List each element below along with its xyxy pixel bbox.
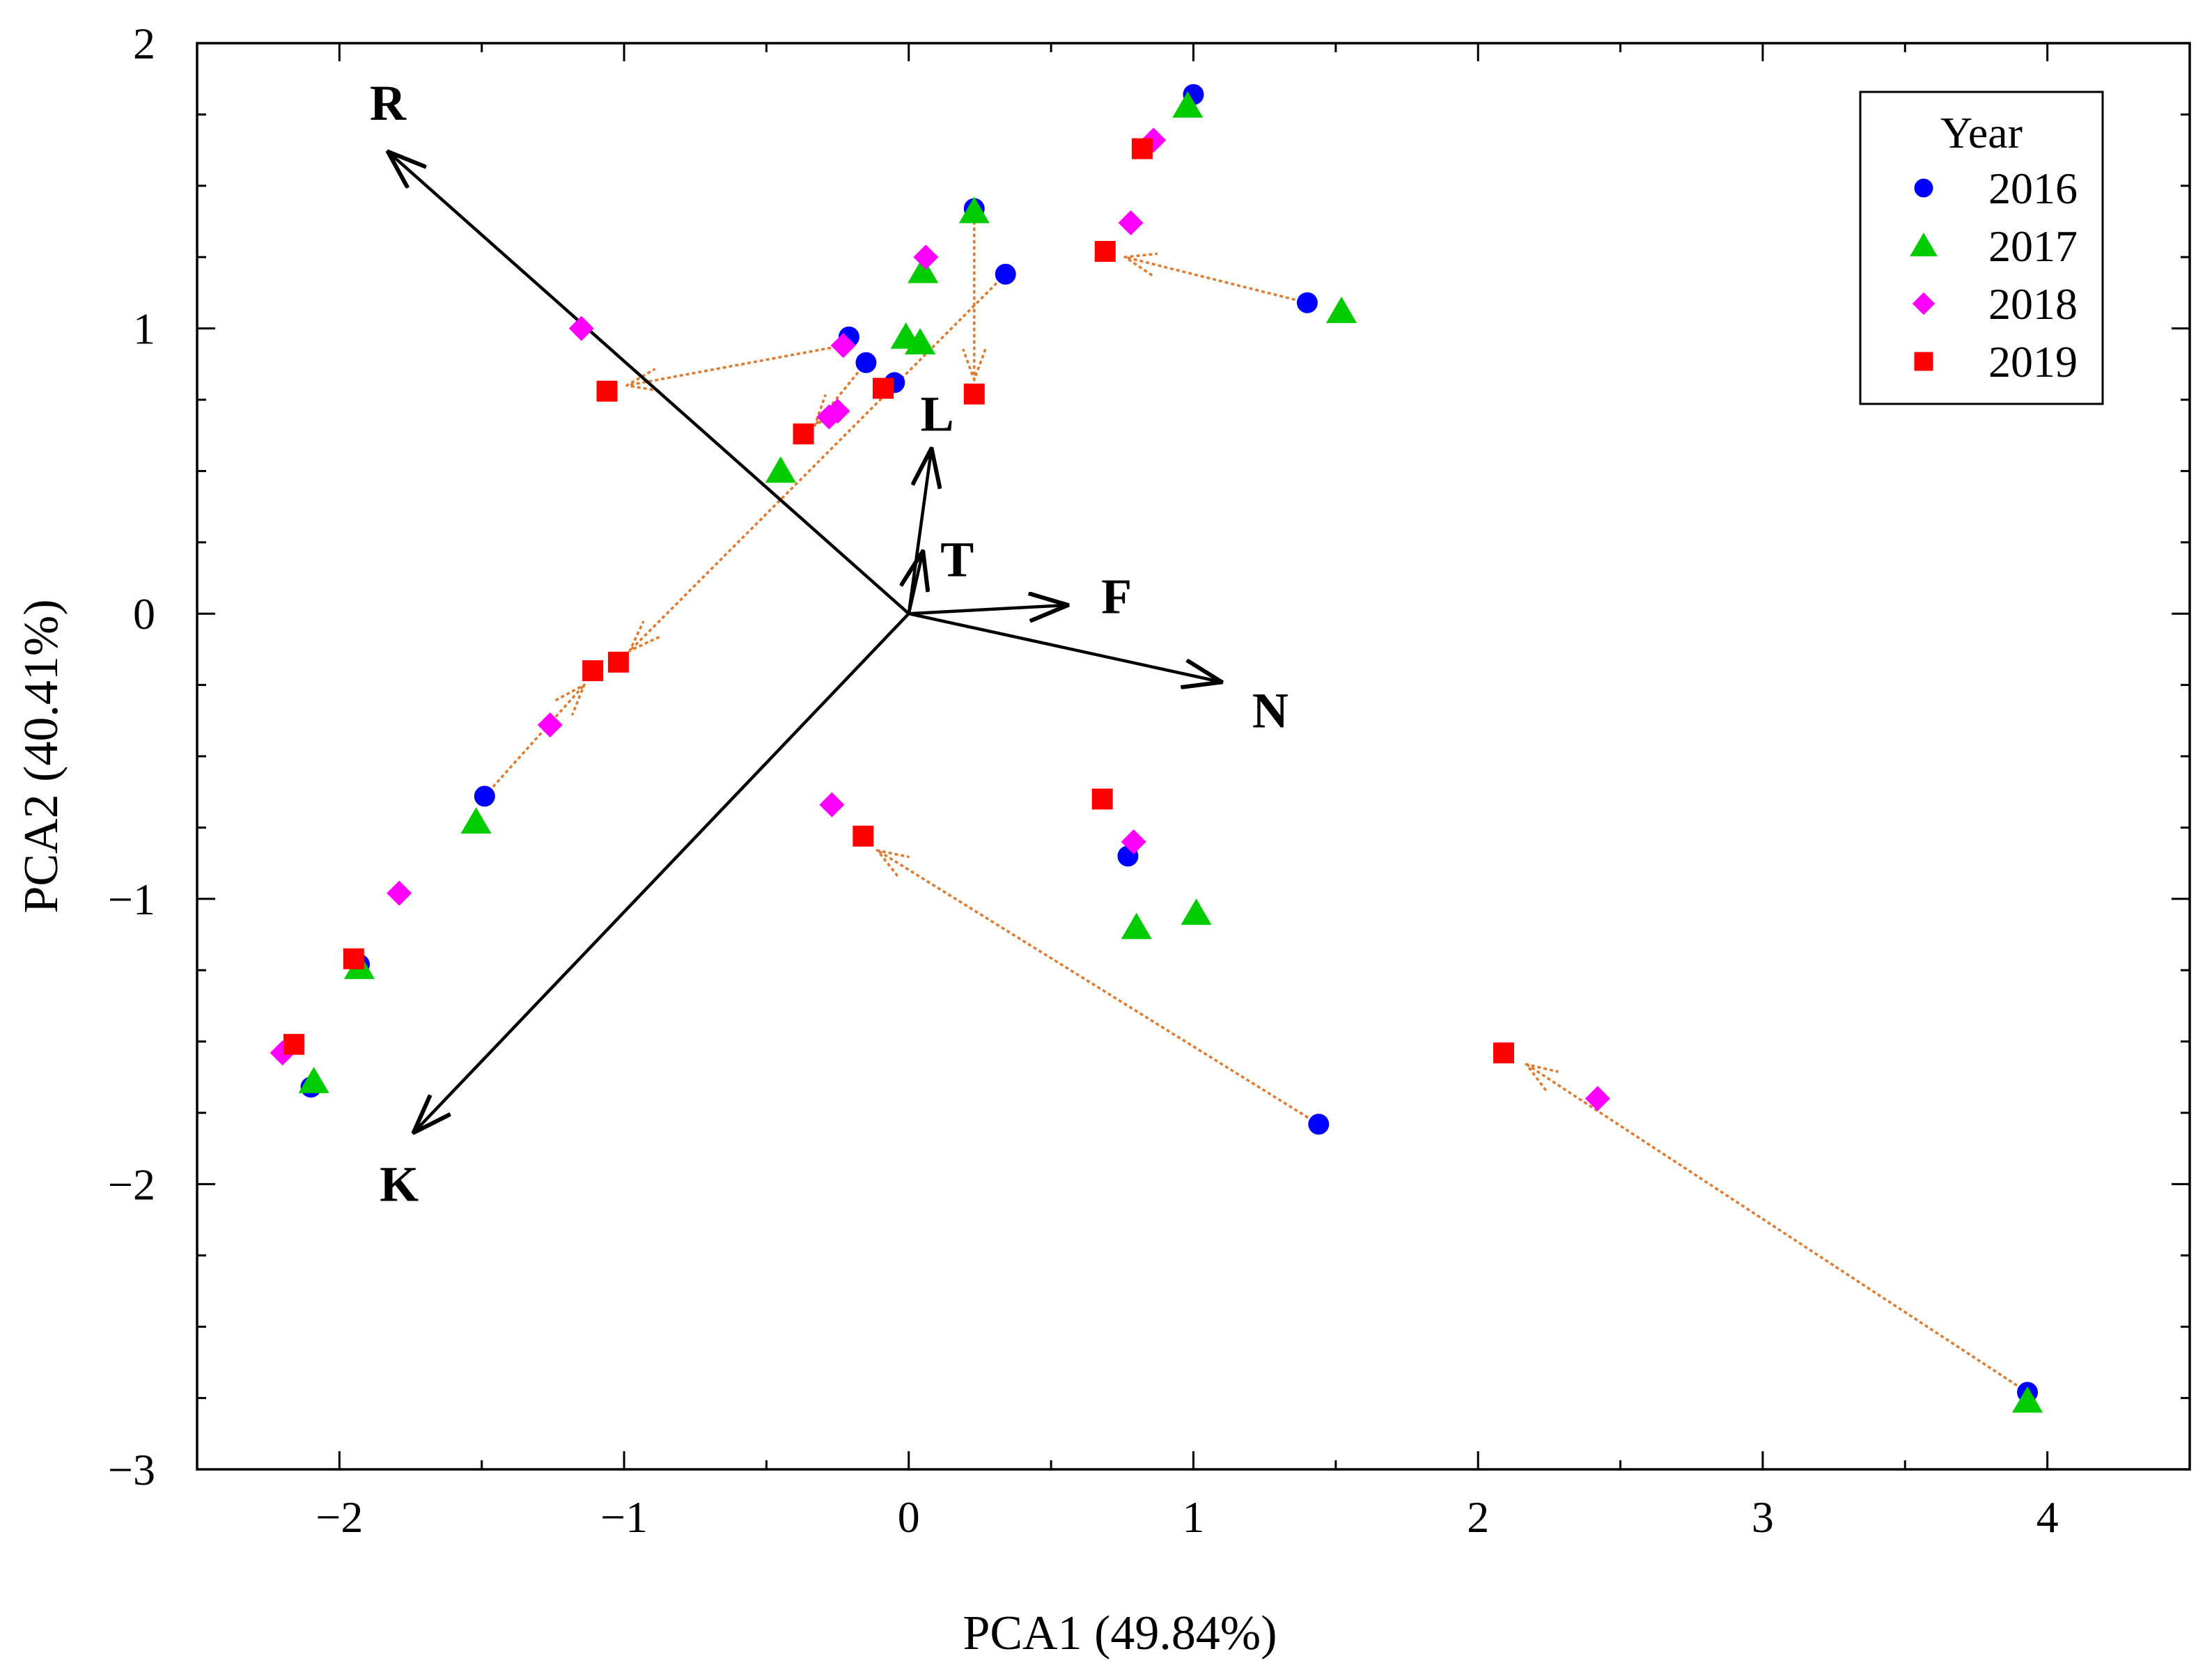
loading-vectors: R L T F N K <box>370 75 1288 1212</box>
point-2017 <box>908 256 939 283</box>
point-2019 <box>793 423 814 445</box>
point-2018 <box>825 398 850 424</box>
y-tick-label: −1 <box>108 875 155 924</box>
point-2017 <box>1172 91 1204 118</box>
vector-n-arrow <box>908 612 1222 682</box>
legend-label-2017: 2017 <box>1988 221 2078 271</box>
point-2018 <box>387 880 412 906</box>
legend-entries: 2016 2017 2018 2019 <box>1910 164 2078 386</box>
y-tick-label: −2 <box>108 1159 155 1209</box>
point-2018 <box>537 712 563 737</box>
point-2019 <box>1094 241 1116 263</box>
shift-arrow <box>630 273 1006 651</box>
point-2018 <box>568 315 594 341</box>
point-2019 <box>1131 138 1153 159</box>
axis-ticks <box>196 42 2191 1471</box>
vector-r-arrow <box>388 152 910 615</box>
vector-r-label: R <box>370 75 407 131</box>
x-axis-label: PCA1 (49.84%) <box>963 1607 1277 1660</box>
point-2019 <box>963 383 985 405</box>
vector-l-arrow <box>907 448 932 614</box>
x-tick-label: 4 <box>2036 1492 2059 1542</box>
vector-k-label: K <box>380 1156 419 1212</box>
y-tick-label: −3 <box>108 1445 155 1494</box>
point-2019 <box>607 651 629 673</box>
point-2016 <box>1296 292 1318 313</box>
shift-arrow <box>815 361 867 425</box>
point-2016 <box>474 786 495 807</box>
point-2019 <box>852 825 874 847</box>
point-2019 <box>596 380 618 402</box>
vector-t-label: T <box>940 531 974 587</box>
point-2017 <box>905 328 936 354</box>
legend-label-2018: 2018 <box>1988 279 2078 329</box>
point-2017 <box>298 1066 329 1093</box>
shift-arrow <box>1527 1064 2028 1393</box>
y-axis-label: PCA2 (40.41%) <box>15 599 68 913</box>
y-tick-label: 1 <box>133 304 155 354</box>
point-2018 <box>1118 210 1144 236</box>
x-tick-label: 0 <box>898 1492 920 1542</box>
point-2017 <box>1181 898 1212 925</box>
point-2019 <box>1493 1042 1514 1063</box>
point-2019 <box>283 1033 304 1055</box>
point-2017 <box>460 807 492 834</box>
axis-tick-labels: −2 −1 0 1 2 3 4 2 1 0 −1 −2 −3 <box>108 19 2059 1542</box>
x-tick-label: −1 <box>600 1492 648 1542</box>
shift-arrows <box>483 208 2028 1393</box>
point-2018 <box>913 244 939 270</box>
point-2019 <box>582 660 604 682</box>
vector-k-arrow <box>414 612 910 1132</box>
data-points <box>270 84 2043 1413</box>
point-2019 <box>1091 788 1113 810</box>
point-2017 <box>765 456 796 483</box>
legend-box <box>1859 91 2104 405</box>
legend-label-2019: 2019 <box>1988 337 2078 386</box>
point-2018 <box>1121 829 1146 854</box>
legend: Year 2016 2017 2018 2019 <box>1859 91 2104 405</box>
point-2019 <box>343 948 364 969</box>
vector-f-label: F <box>1101 569 1132 625</box>
x-tick-label: 1 <box>1183 1492 1205 1542</box>
shift-arrow <box>878 850 1320 1125</box>
vector-l-label: L <box>921 386 954 442</box>
point-2016 <box>995 263 1016 285</box>
point-2017 <box>2011 1386 2043 1413</box>
point-2016 <box>1308 1114 1330 1135</box>
point-2017 <box>1325 297 1357 323</box>
legend-marker-2017 <box>1910 233 1938 257</box>
point-2018 <box>830 333 856 359</box>
legend-marker-2019 <box>1914 352 1933 371</box>
y-tick-label: 0 <box>133 589 155 639</box>
x-tick-label: −2 <box>316 1492 363 1542</box>
legend-title: Year <box>1940 108 2023 157</box>
point-2019 <box>873 377 894 399</box>
point-2017 <box>1121 912 1152 939</box>
shift-arrow <box>483 685 584 797</box>
point-2018 <box>1584 1086 1610 1111</box>
point-2017 <box>958 196 990 224</box>
legend-marker-2016 <box>1914 178 1933 198</box>
x-tick-label: 2 <box>1467 1492 1489 1542</box>
vector-n-label: N <box>1252 682 1288 738</box>
point-2016 <box>855 352 877 373</box>
y-tick-label: 2 <box>133 19 155 68</box>
legend-marker-2018 <box>1912 292 1936 315</box>
shift-arrow <box>1125 257 1308 304</box>
vector-t-arrow <box>909 551 923 614</box>
x-tick-label: 3 <box>1752 1492 1774 1542</box>
legend-label-2016: 2016 <box>1988 164 2078 213</box>
shift-arrow <box>627 344 844 385</box>
vector-f-arrow <box>908 605 1068 614</box>
point-2018 <box>819 792 845 818</box>
